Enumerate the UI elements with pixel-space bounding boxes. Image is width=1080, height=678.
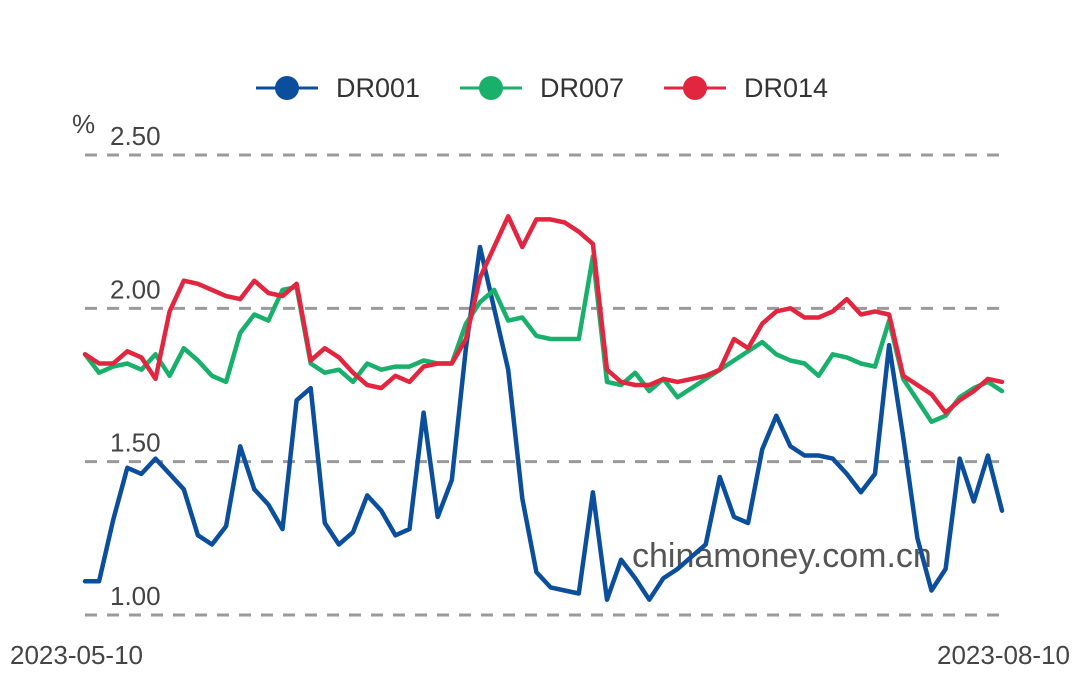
legend-item-dr014: DR014: [664, 73, 828, 103]
legend-marker: [683, 76, 707, 100]
legend-item-dr001: DR001: [256, 73, 420, 103]
legend-label: DR014: [744, 73, 828, 103]
legend-item-dr007: DR007: [460, 73, 624, 103]
series-line-dr007: [82, 253, 1005, 425]
watermark: chinamoney.com.cn: [632, 537, 932, 575]
y-tick-labels: 1.00 1.50 2.00 2.50: [110, 121, 161, 611]
legend-label: DR001: [336, 73, 420, 103]
legend-marker: [275, 76, 299, 100]
x-start-label: 2023-05-10: [10, 640, 143, 670]
y-tick-label: 2.50: [110, 121, 161, 151]
y-tick-label: 1.00: [110, 581, 161, 611]
series-lines: [82, 214, 1005, 602]
legend: DR001 DR007 DR014: [256, 73, 828, 103]
x-end-label: 2023-08-10: [937, 640, 1070, 670]
legend-marker: [479, 76, 503, 100]
y-tick-label: 1.50: [110, 428, 161, 458]
legend-label: DR007: [540, 73, 624, 103]
series-line-dr014: [82, 214, 1005, 415]
y-unit-label: %: [72, 109, 95, 139]
series-line-dr001: [82, 244, 1005, 602]
y-tick-label: 2.00: [110, 274, 161, 304]
